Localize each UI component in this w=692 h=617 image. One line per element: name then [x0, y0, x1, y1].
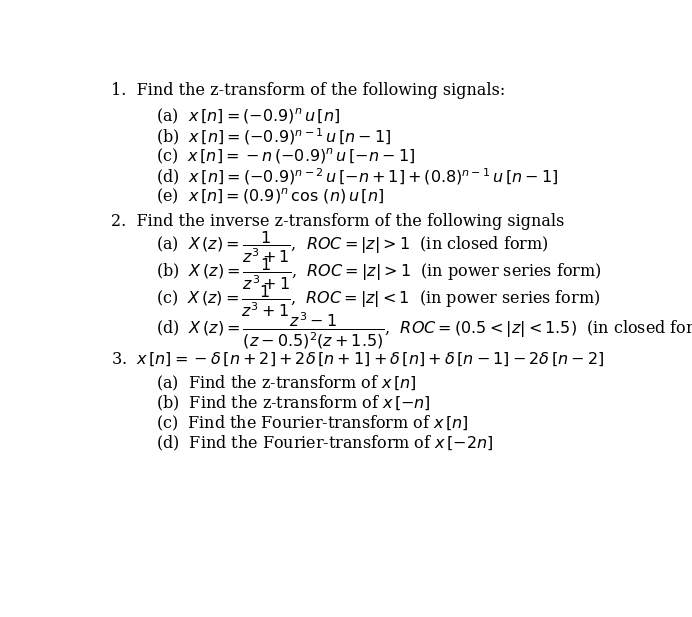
- Text: 3.  $x\,[n] = -\delta\,[n+2] + 2\delta\,[n+1] + \delta\,[n] + \delta\,[n-1] - 2\: 3. $x\,[n] = -\delta\,[n+2] + 2\delta\,[…: [111, 350, 604, 368]
- Text: 1.  Find the z-transform of the following signals:: 1. Find the z-transform of the following…: [111, 82, 505, 99]
- Text: (a)  $X\,(z) = \dfrac{1}{z^3+1}$,  $\mathit{ROC} = |z| > 1$  (in closed form): (a) $X\,(z) = \dfrac{1}{z^3+1}$, $\mathi…: [156, 230, 549, 265]
- Text: (b)  $X\,(z) = \dfrac{1}{z^3+1}$,  $\mathit{ROC} = |z| > 1$  (in power series fo: (b) $X\,(z) = \dfrac{1}{z^3+1}$, $\mathi…: [156, 257, 602, 292]
- Text: (d)  $X\,(z) = \dfrac{z^3-1}{(z-0.5)^2(z+1.5)}$,  $\mathit{ROC} = (0.5 < |z| < 1: (d) $X\,(z) = \dfrac{z^3-1}{(z-0.5)^2(z+…: [156, 310, 692, 351]
- Text: (d)  $x\,[n] = (-0.9)^{n-2}\, u\,[-n+1] + (0.8)^{n-1}\, u\,[n-1]$: (d) $x\,[n] = (-0.9)^{n-2}\, u\,[-n+1] +…: [156, 166, 558, 187]
- Text: (a)  Find the z-transform of $x\,[n]$: (a) Find the z-transform of $x\,[n]$: [156, 374, 417, 394]
- Text: (b)  Find the z-transform of $x\,[-n]$: (b) Find the z-transform of $x\,[-n]$: [156, 394, 431, 413]
- Text: (b)  $x\,[n] = (-0.9)^{n-1}\, u\,[n-1]$: (b) $x\,[n] = (-0.9)^{n-1}\, u\,[n-1]$: [156, 126, 392, 147]
- Text: (c)  Find the Fourier-transform of $x\,[n]$: (c) Find the Fourier-transform of $x\,[n…: [156, 414, 469, 433]
- Text: (d)  Find the Fourier-transform of $x\,[-2n]$: (d) Find the Fourier-transform of $x\,[-…: [156, 434, 494, 453]
- Text: (e)  $x\,[n] = (0.9)^{n}\, \cos\,(n)\, u\,[n]$: (e) $x\,[n] = (0.9)^{n}\, \cos\,(n)\, u\…: [156, 187, 384, 206]
- Text: 2.  Find the inverse z-transform of the following signals: 2. Find the inverse z-transform of the f…: [111, 213, 564, 230]
- Text: (a)  $x\,[n] = (-0.9)^{n}\, u\,[n]$: (a) $x\,[n] = (-0.9)^{n}\, u\,[n]$: [156, 107, 340, 126]
- Text: (c)  $x\,[n] = -n\,(-0.9)^{n}\, u\,[-n-1]$: (c) $x\,[n] = -n\,(-0.9)^{n}\, u\,[-n-1]…: [156, 147, 415, 167]
- Text: (c)  $X\,(z) = \dfrac{1}{z^3+1}$,  $\mathit{ROC} = |z| < 1$  (in power series fo: (c) $X\,(z) = \dfrac{1}{z^3+1}$, $\mathi…: [156, 284, 601, 320]
